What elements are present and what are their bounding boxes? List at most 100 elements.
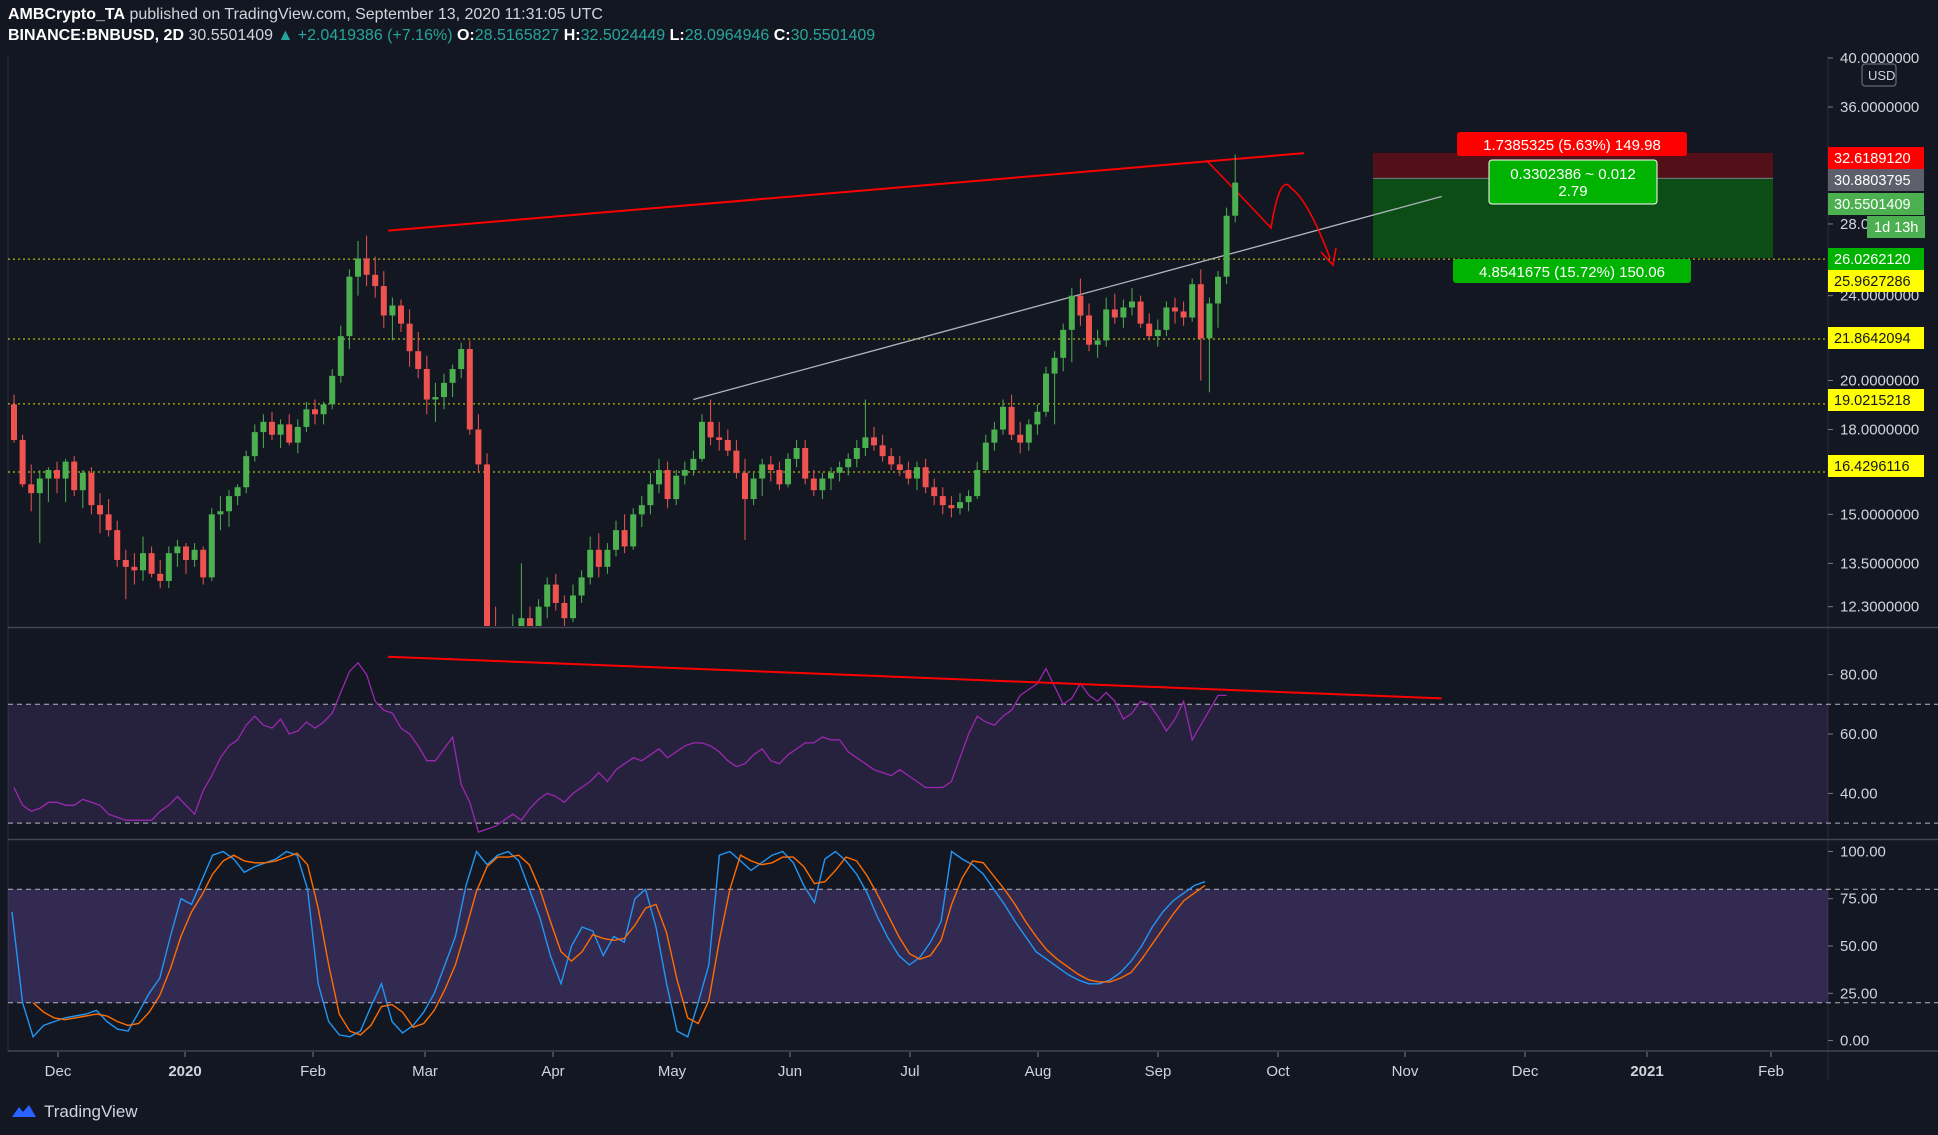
candle-body — [1180, 311, 1187, 318]
candle-body — [699, 421, 705, 459]
candle-body — [449, 369, 456, 383]
price-tag-box — [1867, 216, 1925, 238]
candle-body — [88, 472, 95, 506]
time-axis-label: Feb — [1758, 1063, 1784, 1080]
candle-body — [62, 461, 69, 479]
low-label: L: — [669, 27, 685, 44]
candle-body — [19, 439, 26, 485]
candle-body — [690, 458, 697, 471]
candle-body — [131, 566, 138, 571]
candle-body — [922, 467, 929, 488]
time-axis-label: Jun — [778, 1063, 802, 1080]
candle-body — [363, 258, 370, 275]
candle-body — [1137, 301, 1144, 324]
stoch-line-K — [11, 850, 1206, 1039]
target-label: 4.8541675 (15.72%) 150.06 — [1479, 264, 1665, 281]
candle-body — [673, 475, 680, 500]
candle-body — [931, 487, 938, 497]
candle-body — [802, 447, 809, 479]
candle-body — [226, 496, 232, 512]
candle-body — [587, 549, 594, 578]
candle-body — [819, 478, 826, 491]
candle-body — [982, 442, 989, 471]
candle-body — [1025, 424, 1032, 443]
stoch-tick-label: 25.00 — [1840, 985, 1878, 1002]
close-value: 30.5501409 — [790, 27, 876, 44]
stoch-line-D — [32, 852, 1206, 1036]
candle-body — [1077, 295, 1084, 316]
candle-body — [346, 276, 353, 337]
price-tag-label: 26.0262120 — [1834, 252, 1911, 268]
time-axis-label: Feb — [300, 1063, 326, 1080]
candle-body — [1086, 315, 1092, 345]
candle-body — [578, 577, 585, 596]
candle-body — [862, 437, 869, 448]
price-tick-label: 12.3000000 — [1840, 599, 1919, 616]
footer-brand[interactable]: TradingView — [10, 1098, 138, 1126]
candle-body — [767, 464, 774, 471]
projected-path — [1205, 159, 1331, 259]
author-name[interactable]: AMBCrypto_TA — [8, 6, 126, 23]
candle-body — [458, 349, 465, 370]
candle-body — [105, 514, 112, 531]
price-tag-label: 19.0215218 — [1834, 393, 1911, 409]
candle-body — [552, 584, 559, 603]
candle-body — [939, 496, 946, 506]
candle-body — [681, 470, 688, 476]
candle-body — [1000, 406, 1006, 430]
candle-body — [1146, 323, 1153, 337]
published-text: published on TradingView.com, September … — [129, 6, 603, 23]
candle-body — [398, 305, 404, 324]
price-tag-label: 30.5501409 — [1834, 197, 1911, 213]
price-tag-box — [1828, 389, 1924, 411]
publish-line: AMBCrypto_TA published on TradingView.co… — [8, 6, 603, 24]
price-tick-label: 13.5000000 — [1840, 555, 1919, 572]
candle-body — [122, 559, 129, 567]
candle-body — [415, 351, 422, 370]
time-axis-label: Sep — [1145, 1063, 1172, 1080]
candle-body — [535, 606, 542, 626]
price-tag-label: 21.8642094 — [1834, 331, 1911, 347]
price-tag-box — [1828, 147, 1924, 169]
candle-body — [991, 429, 998, 443]
candle-body — [638, 505, 645, 515]
candle-body — [1068, 295, 1075, 330]
candle-body — [810, 478, 817, 491]
candle-body — [965, 496, 972, 503]
symbol-label[interactable]: BINANCE:BNBUSD, 2D — [8, 27, 185, 44]
candle-body — [621, 530, 628, 547]
time-axis-label: Apr — [541, 1063, 564, 1080]
ratio-value: 2.79 — [1558, 183, 1587, 200]
candle-body — [303, 409, 310, 427]
candle-body — [656, 470, 662, 485]
candle-body — [896, 464, 903, 471]
candle-body — [183, 546, 189, 560]
ratio-label-box — [1488, 159, 1658, 205]
candle-body — [157, 573, 164, 581]
candle-body — [613, 530, 619, 550]
price-tag-box — [1828, 270, 1924, 292]
candle-body — [836, 467, 843, 473]
candle-body — [329, 375, 336, 405]
stoch-band — [8, 889, 1828, 1003]
candle-body — [251, 432, 258, 457]
open-value: 28.5165827 — [474, 27, 560, 44]
candle-body — [888, 456, 895, 465]
candle-body — [286, 424, 293, 443]
candle-body — [1103, 309, 1110, 341]
candle-body — [466, 349, 473, 430]
candle-body — [1232, 182, 1239, 216]
time-axis-label: Dec — [1512, 1063, 1539, 1080]
price-tick-label: 18.0000000 — [1840, 422, 1919, 439]
stoch-tick-label: 75.00 — [1840, 891, 1878, 908]
stoch-tick-label: 100.00 — [1840, 843, 1886, 860]
price-change: ▲ +2.0419386 (+7.16%) — [277, 27, 453, 44]
candle-body — [97, 505, 103, 515]
rsi-divergence-line — [388, 655, 1442, 700]
candle-body — [1043, 373, 1049, 412]
candle-body — [1034, 411, 1041, 425]
candle-body — [914, 467, 920, 479]
candle-body — [312, 409, 318, 415]
time-axis-label: Nov — [1392, 1063, 1419, 1080]
